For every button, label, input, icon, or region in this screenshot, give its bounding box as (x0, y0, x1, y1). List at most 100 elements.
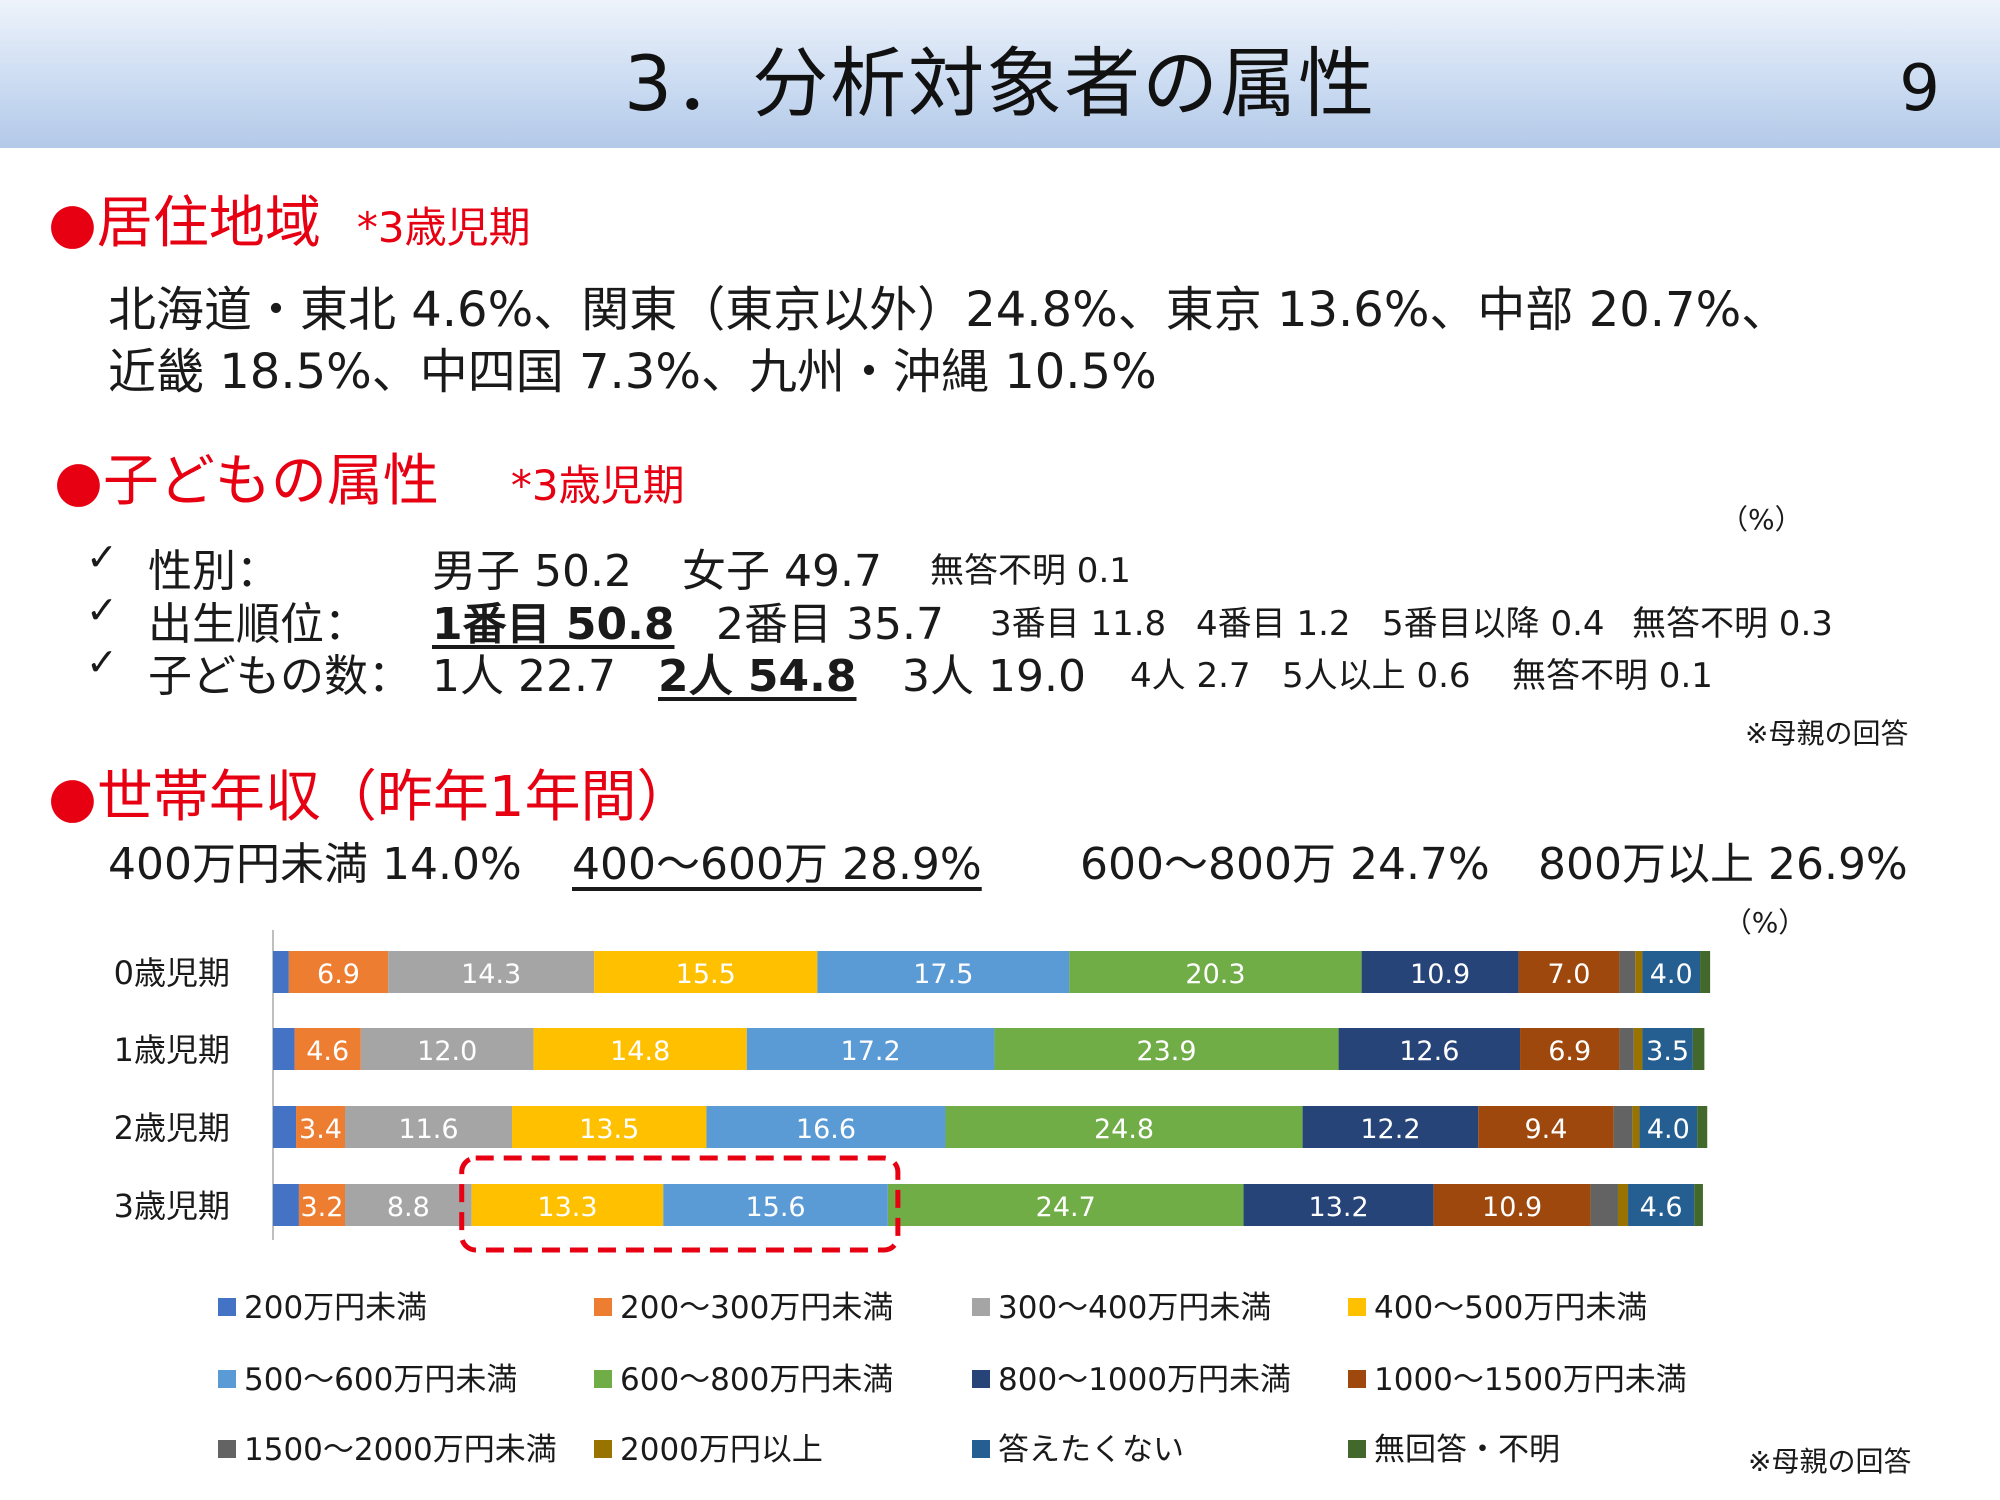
legend-swatch (972, 1298, 990, 1316)
data-label: 15.5 (676, 959, 736, 990)
region-note: *3歳児期 (356, 203, 531, 252)
region-line-2: 近畿 18.5%、中四国 7.3%、九州・沖縄 10.5% (108, 344, 1157, 400)
income-summary-item: 400～600万 28.9% (572, 839, 982, 890)
legend-swatch (1348, 1370, 1366, 1388)
category-label: 3歳児期 (114, 1187, 230, 1225)
bar-segment (1619, 1028, 1634, 1070)
legend-item: 400～500万円未満 (1348, 1282, 1647, 1327)
data-label: 4.6 (1640, 1192, 1683, 1223)
legend-item: 1500～2000万円未満 (218, 1424, 557, 1469)
legend-item: 300～400万円未満 (972, 1282, 1271, 1327)
income-source-note: ※母親の回答 (1748, 1445, 1912, 1478)
income-summary-item: 600～800万 24.7% (1080, 839, 1490, 890)
data-label: 24.8 (1094, 1114, 1154, 1145)
income-heading: ●世帯年収（昨年1年間） (48, 765, 693, 830)
bar-segment (1642, 1028, 1693, 1070)
checkmark-icon: ✓ (86, 640, 118, 684)
legend-label: 1500～2000万円未満 (244, 1432, 557, 1468)
category-label: 1歳児期 (114, 1031, 230, 1069)
slide-header: 3．分析対象者の属性 9 (0, 0, 2000, 148)
legend-item: 800～1000万円未満 (972, 1354, 1291, 1399)
legend-item: 600～800万円未満 (594, 1354, 893, 1399)
child-attribute-value: 5番目以降 0.4 (1382, 604, 1605, 644)
data-label: 7.0 (1548, 959, 1591, 990)
legend-label: 400～500万円未満 (1374, 1290, 1648, 1326)
bar-segment (945, 1106, 1303, 1148)
child-attribute-value: 1番目 50.8 (432, 599, 675, 650)
legend-swatch (972, 1440, 990, 1458)
bar-segment (994, 1028, 1339, 1070)
legend-label: 500～600万円未満 (244, 1362, 518, 1398)
bar-segment (533, 1028, 747, 1070)
data-label: 12.0 (417, 1036, 477, 1067)
bar-segment (1700, 951, 1711, 993)
bar-segment (1518, 951, 1620, 993)
child-attribute-label: 性別： (148, 546, 280, 597)
data-label: 4.6 (306, 1036, 349, 1067)
legend-label: 600～800万円未満 (620, 1362, 894, 1398)
category-label: 2歳児期 (114, 1109, 230, 1147)
region-line-1: 北海道・東北 4.6%、関東（東京以外）24.8%、東京 13.6%、中部 20… (108, 282, 1790, 338)
bar-segment (1617, 1184, 1629, 1226)
page-number: 9 (1899, 52, 1940, 126)
data-label: 9.4 (1524, 1114, 1567, 1145)
bar-segment (1635, 951, 1643, 993)
checkmark-icon: ✓ (86, 588, 118, 632)
bar-segment (294, 1028, 361, 1070)
bar-segment (1692, 1028, 1705, 1070)
bar-segment (1613, 1106, 1633, 1148)
legend-label: 800～1000万円未満 (998, 1362, 1292, 1398)
bar-segment (746, 1028, 995, 1070)
bar-segment (1590, 1184, 1618, 1226)
legend-item: 200万円未満 (218, 1282, 427, 1327)
bar-segment (1628, 1184, 1695, 1226)
legend-item: 200～300万円未満 (594, 1282, 893, 1327)
legend-swatch (594, 1440, 612, 1458)
data-label: 4.0 (1650, 959, 1693, 990)
bar-segment (512, 1106, 707, 1148)
legend-label: 200～300万円未満 (620, 1290, 894, 1326)
child-attribute-value: 2人 54.8 (658, 651, 857, 702)
child-attribute-value: 4番目 1.2 (1196, 604, 1351, 644)
bar-segment (388, 951, 595, 993)
data-label: 3.2 (300, 1192, 343, 1223)
legend-swatch (594, 1298, 612, 1316)
bar-segment (706, 1106, 946, 1148)
income-summary-item: 400万円未満 14.0% (108, 839, 522, 890)
child-attribute-label: 出生順位： (148, 599, 368, 650)
legend-swatch (1348, 1440, 1366, 1458)
legend-swatch (1348, 1298, 1366, 1316)
legend-item: 1000～1500万円未満 (1348, 1354, 1687, 1399)
bar-segment (273, 1184, 299, 1226)
child-heading-block: ●子どもの属性 *3歳児期 (54, 436, 685, 517)
child-attribute-value: 3番目 11.8 (990, 604, 1167, 644)
data-label: 6.9 (1548, 1036, 1591, 1067)
child-attribute-value: 無答不明 0.3 (1632, 604, 1833, 644)
legend-label: 2000万円以上 (620, 1432, 823, 1468)
data-label: 14.8 (610, 1036, 670, 1067)
bar-segment (1520, 1028, 1620, 1070)
bar-segment (1243, 1184, 1434, 1226)
legend-label: 1000～1500万円未満 (1374, 1362, 1687, 1398)
child-attribute-label: 子どもの数： (148, 651, 412, 702)
bar-segment (298, 1184, 345, 1226)
legend-label: 答えたくない (998, 1432, 1184, 1468)
data-label: 8.8 (387, 1192, 430, 1223)
bar-segment (1642, 951, 1701, 993)
slide-title: 3．分析対象者の属性 (623, 39, 1377, 128)
legend-item: 2000万円以上 (594, 1424, 823, 1469)
data-label: 10.9 (1410, 959, 1470, 990)
data-label: 17.5 (913, 959, 973, 990)
data-label: 20.3 (1185, 959, 1245, 990)
data-label: 13.3 (537, 1192, 597, 1223)
legend-label: 無回答・不明 (1374, 1432, 1560, 1468)
bar-segment (471, 1184, 664, 1226)
legend-swatch (218, 1298, 236, 1316)
legend-label: 300～400万円未満 (998, 1290, 1272, 1326)
bar-segment (296, 1106, 345, 1148)
checkmark-icon: ✓ (86, 535, 118, 579)
bar-segment (1633, 1028, 1643, 1070)
data-label: 13.5 (579, 1114, 639, 1145)
bar-segment (817, 951, 1070, 993)
data-label: 3.5 (1646, 1036, 1689, 1067)
